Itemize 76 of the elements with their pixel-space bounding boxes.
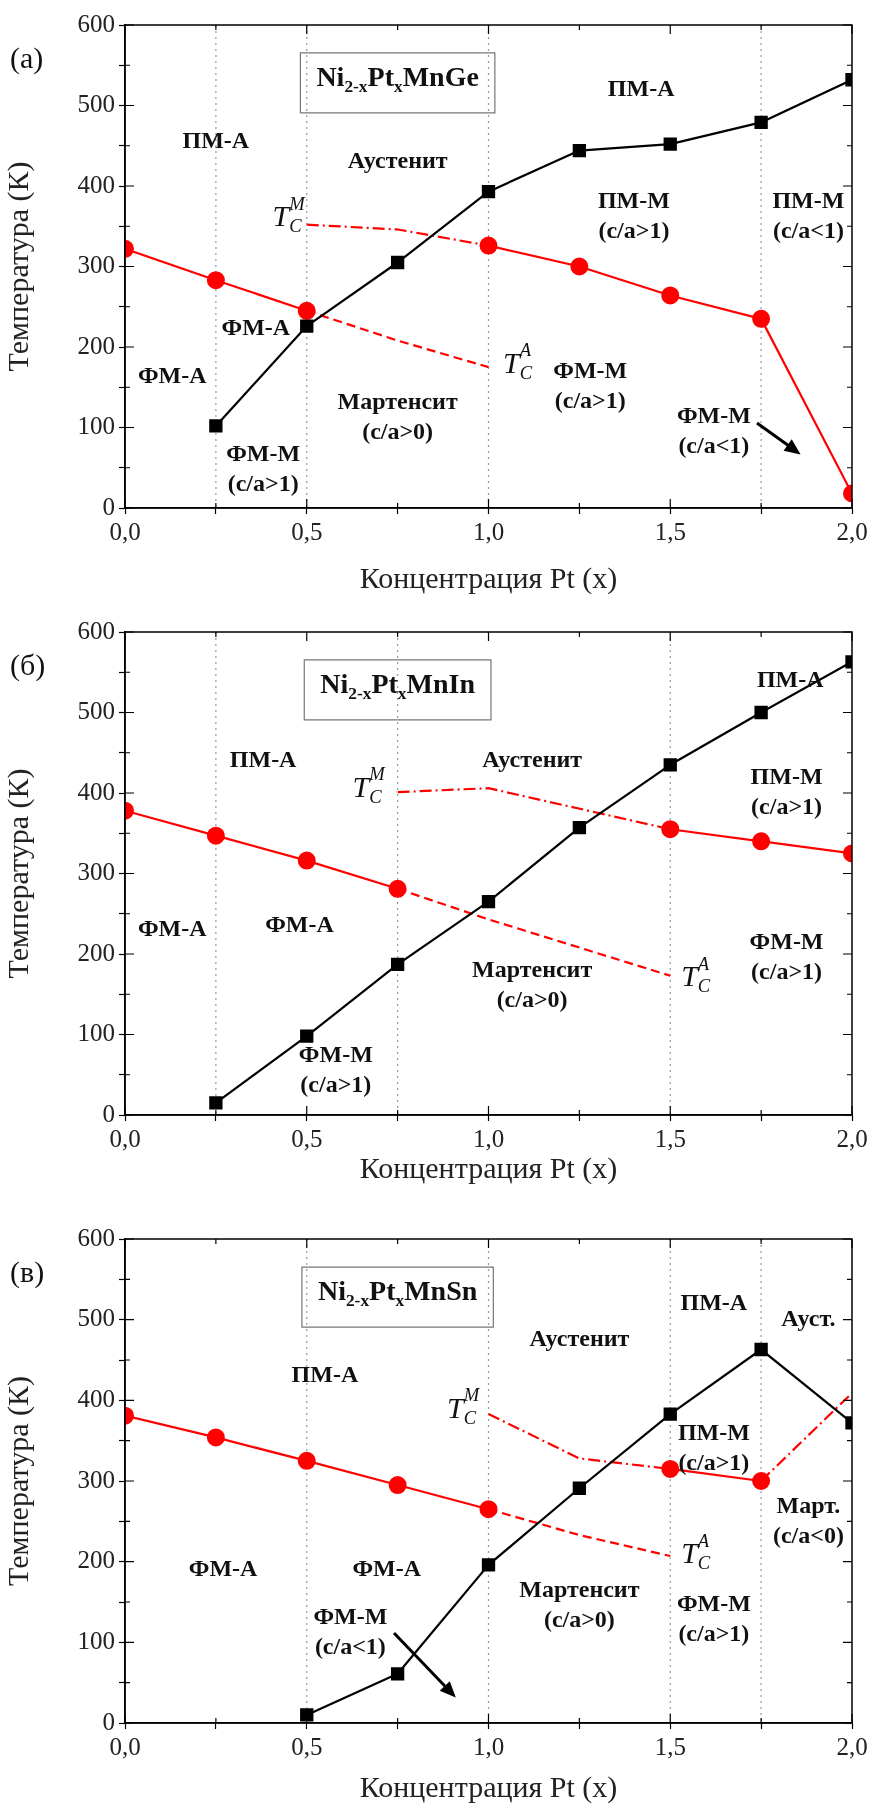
x-tick-label: 2,0 xyxy=(836,1124,868,1152)
y-tick-label: 400 xyxy=(77,1384,115,1412)
x-axis-title: Концентрация Pt (x) xyxy=(359,1769,618,1804)
annotation: ФМ-А xyxy=(221,314,291,341)
x-tick-label: 1,0 xyxy=(472,517,505,545)
y-axis-title: Температура (К) xyxy=(0,1376,35,1586)
annotation: ПМ-А xyxy=(229,746,298,772)
annotation: Ауст. xyxy=(781,1304,836,1331)
y-tick-label: 600 xyxy=(77,9,115,37)
y-tick-label: 0 xyxy=(102,1707,115,1735)
x-tick-label: 1,5 xyxy=(654,1124,686,1152)
x-tick-label: 1,0 xyxy=(472,1732,505,1760)
annotation: ФМ-М (c/a<1) xyxy=(676,401,751,458)
annotation: Аустенит xyxy=(347,147,448,174)
y-tick-label: 500 xyxy=(77,90,115,118)
annotation: ПМ-М (c/a>1) xyxy=(750,763,823,820)
annotation: ПМ-М (c/a>1) xyxy=(677,1418,750,1475)
annotation: ФМ-А xyxy=(265,911,335,938)
annotation: ФМ-М (c/a>1) xyxy=(226,439,301,496)
y-tick-label: 200 xyxy=(77,1546,115,1574)
annotation: Март. (c/a<0) xyxy=(772,1491,844,1548)
y-tick-label: 600 xyxy=(77,1223,115,1251)
x-tick-label: 0,5 xyxy=(291,1732,323,1760)
y-tick-label: 300 xyxy=(77,858,115,886)
y-tick-label: 200 xyxy=(77,938,115,966)
annotation: ПМ-А xyxy=(182,126,250,153)
annotation: ПМ-А xyxy=(756,665,825,692)
y-tick-label: 400 xyxy=(77,777,115,805)
annotation: Аустенит xyxy=(529,1325,630,1352)
annotation: ПМ-М (c/a>1) xyxy=(597,186,670,243)
y-axis-title: Температура (К) xyxy=(0,161,35,372)
y-tick-label: 100 xyxy=(77,1019,115,1047)
x-tick-label: 2,0 xyxy=(836,517,868,545)
y-tick-label: 300 xyxy=(77,1465,115,1493)
text: (в) xyxy=(10,1254,45,1289)
text: (a) xyxy=(10,40,44,75)
text: (б) xyxy=(10,647,46,682)
y-tick-label: 200 xyxy=(77,331,115,359)
y-tick-label: 500 xyxy=(77,697,115,725)
annotation: ФМ-М (c/a<1) xyxy=(313,1602,388,1659)
annotation: ФМ-М (c/a>1) xyxy=(553,357,628,414)
x-tick-label: 0,5 xyxy=(291,517,323,545)
annotation: ПМ-А xyxy=(607,74,676,101)
y-tick-label: 500 xyxy=(77,1304,115,1332)
annotation: Мартенсит (c/a>0) xyxy=(472,956,593,1013)
x-tick-label: 0,5 xyxy=(291,1124,323,1152)
y-tick-label: 100 xyxy=(77,1626,115,1654)
annotation: Аустенит xyxy=(482,746,583,772)
annotation: ФМ-А xyxy=(352,1554,422,1581)
x-tick-label: 1,0 xyxy=(472,1124,505,1152)
x-axis-title: Концентрация Pt (x) xyxy=(359,560,618,595)
annotation: ПМ-М (c/a<1) xyxy=(772,186,845,243)
x-tick-label: 0,0 xyxy=(109,1732,141,1760)
x-tick-label: 0,0 xyxy=(109,517,141,545)
annotation: Мартенсит (c/a>0) xyxy=(337,388,458,445)
annotation: ФМ-М (c/a>1) xyxy=(298,1040,373,1097)
x-axis-title: Концентрация Pt (x) xyxy=(359,1150,618,1185)
y-tick-label: 300 xyxy=(77,251,115,279)
y-tick-label: 400 xyxy=(77,170,115,198)
x-tick-label: 1,5 xyxy=(654,517,686,545)
annotation: ФМ-М (c/a>1) xyxy=(676,1589,751,1646)
annotation: ФМ-А xyxy=(188,1554,259,1581)
annotation: ПМ-А xyxy=(680,1288,748,1315)
annotation: ФМ-М (c/a>1) xyxy=(749,928,824,985)
x-tick-label: 0,0 xyxy=(109,1124,141,1152)
annotation: ФМ-А xyxy=(137,361,208,388)
annotation: ПМ-А xyxy=(291,1361,359,1388)
annotation: ФМ-А xyxy=(137,915,208,942)
y-tick-label: 0 xyxy=(102,1099,115,1127)
annotation: Мартенсит (c/a>0) xyxy=(519,1576,640,1633)
y-axis-title: Температура (К) xyxy=(0,768,35,979)
x-tick-label: 2,0 xyxy=(836,1732,868,1760)
y-tick-label: 600 xyxy=(77,616,115,644)
x-tick-label: 1,5 xyxy=(654,1732,686,1760)
y-tick-label: 100 xyxy=(77,412,115,440)
y-tick-label: 0 xyxy=(102,492,115,520)
